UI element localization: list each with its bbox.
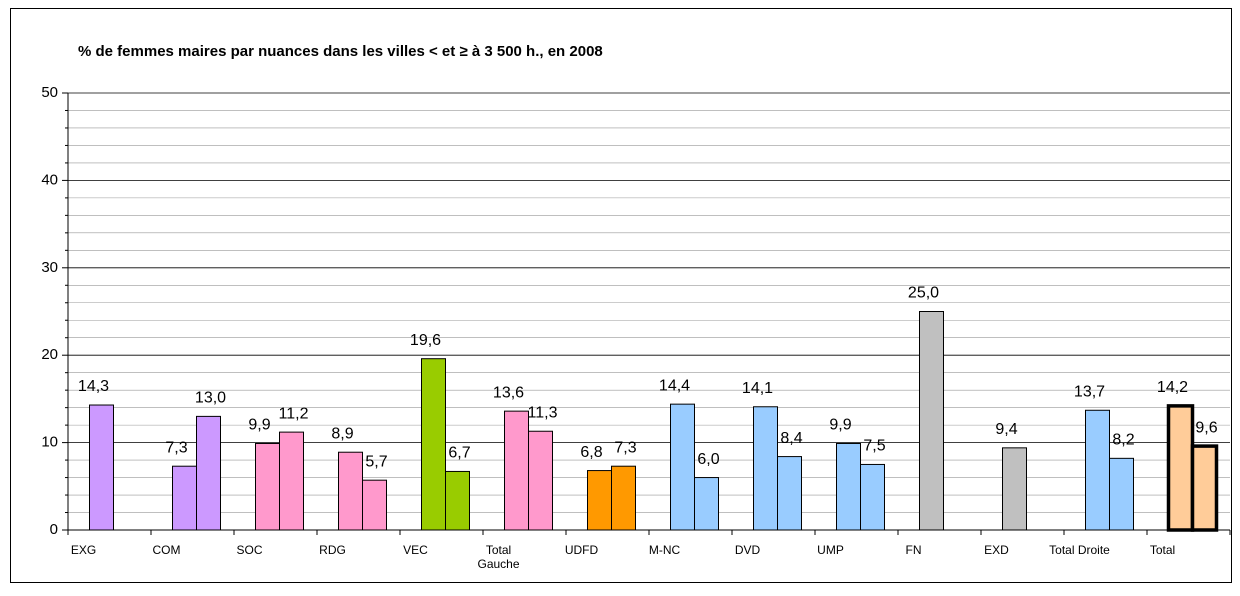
x-tick-label: EXD <box>984 543 1009 557</box>
bar <box>1002 447 1027 531</box>
data-label: 14,1 <box>742 380 773 397</box>
bar <box>421 358 446 531</box>
data-label: 7,3 <box>614 439 636 456</box>
bar <box>172 465 197 531</box>
data-label: 25,0 <box>908 285 939 302</box>
x-tick-label: VEC <box>403 543 428 557</box>
bar <box>445 470 470 531</box>
x-tick-label: FN <box>905 543 922 557</box>
data-label: 9,6 <box>1195 419 1217 436</box>
data-label: 8,4 <box>780 430 802 447</box>
y-tick-label: 20 <box>41 346 58 363</box>
bar <box>1166 404 1195 532</box>
y-tick-label: 10 <box>41 434 58 451</box>
x-tick-label: UMP <box>817 543 844 557</box>
data-label: 13,6 <box>493 384 524 401</box>
data-label: 5,7 <box>365 453 387 470</box>
data-label: 14,4 <box>659 377 690 394</box>
data-label: 7,5 <box>863 438 885 455</box>
bar <box>753 406 778 531</box>
x-tick-label: M-NC <box>648 543 681 557</box>
x-tick-label: Total Gauche <box>477 543 520 571</box>
bar <box>338 451 363 531</box>
data-label: 14,3 <box>78 378 109 395</box>
data-label: 11,3 <box>528 404 558 421</box>
data-label: 19,6 <box>410 332 441 349</box>
bar <box>255 442 280 531</box>
bar <box>670 403 695 531</box>
bar <box>694 477 719 531</box>
x-tick-label: SOC <box>236 543 263 557</box>
bar <box>1190 444 1219 532</box>
x-tick-label: RDG <box>319 543 346 557</box>
x-tick-label: Total <box>1149 543 1176 557</box>
data-label: 13,7 <box>1074 383 1105 400</box>
bar <box>196 415 221 531</box>
bar <box>504 410 529 531</box>
y-tick-label: 50 <box>41 84 58 101</box>
x-tick-label: Total Droite <box>1049 543 1110 557</box>
x-tick-label: EXG <box>70 543 97 557</box>
data-label: 6,7 <box>448 445 470 462</box>
bar <box>1109 457 1134 531</box>
bar <box>362 479 387 531</box>
bar <box>89 404 114 531</box>
data-label: 14,2 <box>1157 379 1188 396</box>
data-label: 8,9 <box>331 425 353 442</box>
data-label: 11,2 <box>279 405 309 422</box>
bar <box>611 465 636 531</box>
data-label: 13,0 <box>195 390 226 407</box>
data-label: 7,3 <box>165 439 187 456</box>
bar <box>860 463 885 531</box>
bar <box>587 470 612 531</box>
data-label: 6,8 <box>580 444 602 461</box>
data-label: 9,4 <box>995 421 1017 438</box>
x-tick-label: COM <box>152 543 181 557</box>
bar <box>836 442 861 531</box>
x-tick-label: DVD <box>734 543 761 557</box>
y-tick-label: 0 <box>50 521 58 538</box>
data-label: 6,0 <box>697 451 719 468</box>
y-tick-label: 30 <box>41 259 58 276</box>
x-tick-label: UDFD <box>564 543 599 557</box>
bar <box>1085 409 1110 531</box>
bar <box>528 430 553 531</box>
bar <box>777 456 802 531</box>
data-label: 9,9 <box>829 417 851 434</box>
y-tick-label: 40 <box>41 171 58 188</box>
data-label: 9,9 <box>248 417 270 434</box>
chart-title: % de femmes maires par nuances dans les … <box>78 43 603 60</box>
data-label: 8,2 <box>1112 432 1134 449</box>
bar <box>919 311 944 531</box>
bar <box>279 431 304 531</box>
